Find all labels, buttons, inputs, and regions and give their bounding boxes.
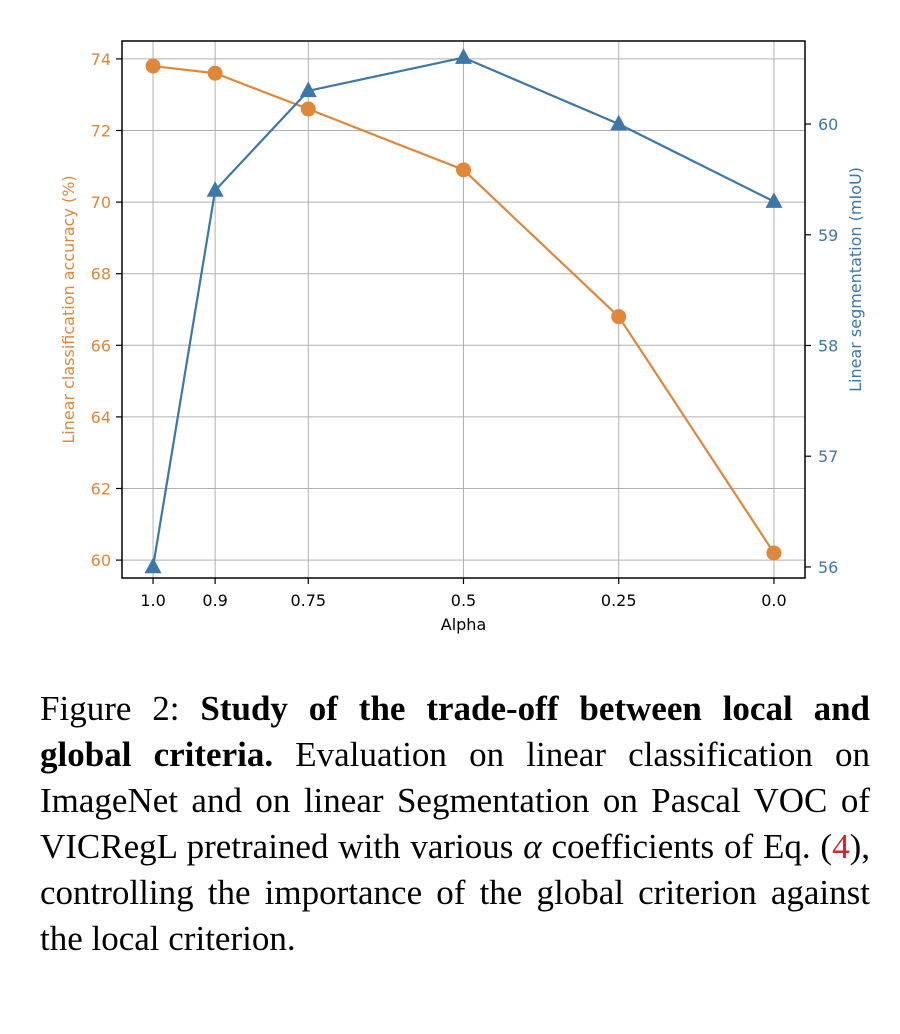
y-axis-left-label: Linear classification accuracy (%) bbox=[59, 175, 78, 443]
line-chart: 1.0 0.9 0.75 0.5 0.25 0.0 60 62 64 66 68 70 72 74 56 57… bbox=[59, 40, 865, 634]
classification-accuracy-point bbox=[766, 545, 782, 561]
y-right-tick-label: 59 bbox=[818, 226, 838, 245]
y-axis-right-label: Linear segmentation (mIoU) bbox=[846, 167, 865, 392]
y-left-tick-label: 64 bbox=[91, 408, 111, 427]
caption-text: Evaluation on linear classifi­cation on … bbox=[40, 735, 871, 866]
classification-accuracy-point bbox=[300, 101, 316, 117]
series-lines bbox=[151, 56, 775, 568]
caption-alpha-symbol: α bbox=[523, 827, 542, 866]
segmentation-miou-point bbox=[299, 81, 317, 98]
segmentation-miou-point bbox=[144, 557, 162, 574]
segmentation-miou-point bbox=[610, 114, 628, 131]
figure-caption: Figure 2: Study of the trade-off between… bbox=[40, 686, 870, 962]
classification-accuracy-point bbox=[456, 162, 471, 178]
y-right-tick-label: 56 bbox=[818, 558, 838, 577]
x-tick-label: 0.9 bbox=[202, 591, 227, 610]
segmentation-miou-point bbox=[206, 181, 224, 197]
x-tick-label: 0.0 bbox=[761, 591, 786, 610]
classification-accuracy-point bbox=[207, 65, 223, 81]
x-tick-label: 0.75 bbox=[290, 591, 326, 610]
caption-text: ), controlling the im­portance of the gl… bbox=[40, 827, 870, 958]
y-left-tick-label: 72 bbox=[91, 122, 111, 141]
classification-accuracy-point bbox=[611, 309, 627, 325]
caption-prefix: Figure 2: bbox=[40, 689, 201, 728]
x-axis-label: Alpha bbox=[441, 615, 487, 634]
caption-title: Study of the trade-off between local and… bbox=[40, 689, 870, 774]
classification-accuracy-point bbox=[145, 58, 161, 74]
x-tick-label: 1.0 bbox=[140, 591, 165, 610]
y-right-tick-label: 58 bbox=[818, 336, 838, 355]
classification-accuracy-line bbox=[152, 64, 775, 554]
segmentation-miou-line bbox=[151, 56, 775, 568]
x-tick-label: 0.5 bbox=[451, 591, 476, 610]
y-left-tick-label: 66 bbox=[91, 336, 111, 355]
y-right-tick-label: 60 bbox=[818, 115, 838, 134]
axis-ticks: 1.0 0.9 0.75 0.5 0.25 0.0 60 62 64 66 68 70 72 74 56 57… bbox=[91, 50, 839, 610]
y-left-tick-label: 62 bbox=[91, 480, 111, 499]
y-left-tick-label: 60 bbox=[91, 551, 111, 570]
series-markers bbox=[144, 48, 783, 574]
x-tick-label: 0.25 bbox=[601, 591, 637, 610]
y-right-tick-label: 57 bbox=[818, 447, 838, 466]
caption-text: coefficients of Eq. ( bbox=[541, 827, 833, 866]
y-left-tick-label: 70 bbox=[91, 193, 111, 212]
equation-reference-link[interactable]: 4 bbox=[832, 827, 850, 866]
segmentation-miou-point bbox=[455, 48, 472, 64]
segmentation-miou-point bbox=[765, 192, 783, 208]
y-left-tick-label: 74 bbox=[91, 50, 111, 69]
y-left-tick-label: 68 bbox=[91, 265, 111, 284]
grid-lines bbox=[122, 41, 805, 578]
